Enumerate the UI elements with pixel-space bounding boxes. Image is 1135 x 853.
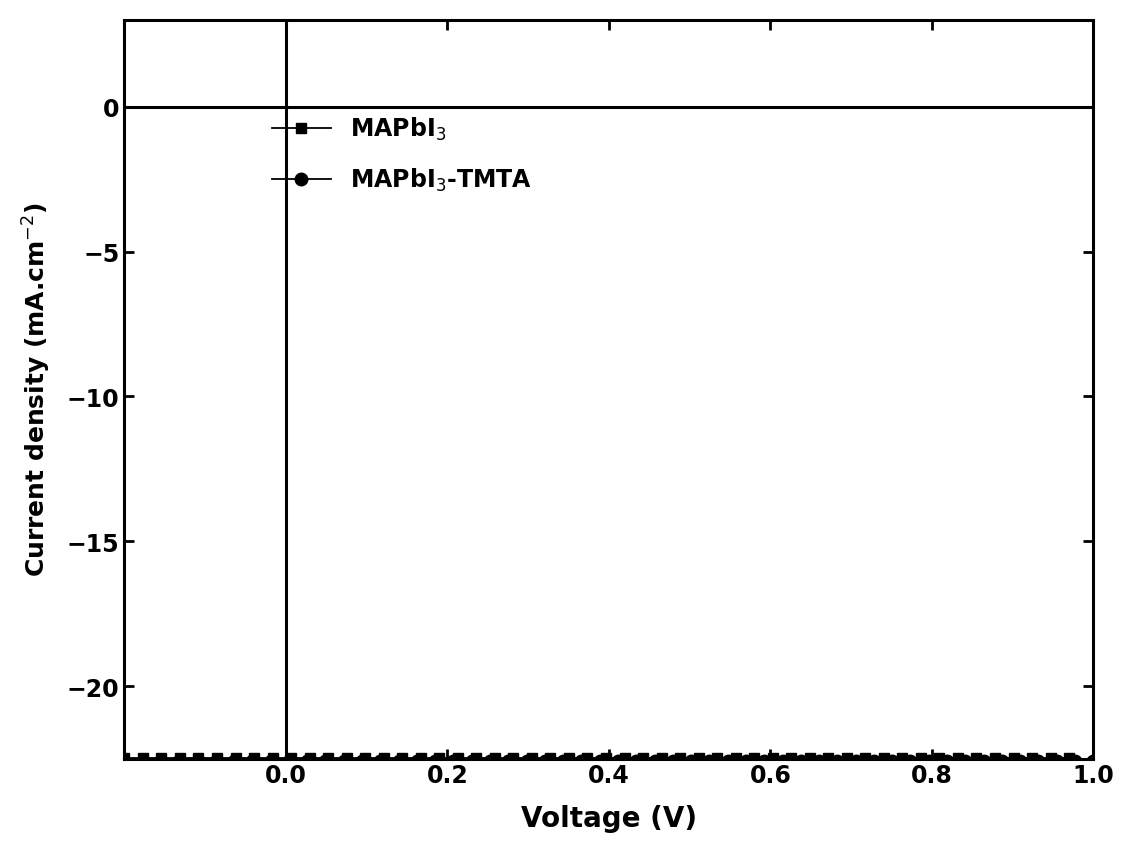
MAPbI$_3$	[451, 753, 464, 763]
MAPbI$_3$-TMTA	[684, 756, 698, 766]
MAPbI$_3$-TMTA	[1086, 756, 1100, 766]
MAPbI$_3$	[729, 753, 742, 763]
X-axis label: Voltage (V): Voltage (V)	[521, 804, 697, 833]
MAPbI$_3$	[989, 753, 1002, 763]
MAPbI$_3$	[118, 753, 132, 763]
MAPbI$_3$-TMTA	[283, 756, 296, 766]
MAPbI$_3$	[692, 753, 706, 763]
Y-axis label: Current density (mA.cm$^{-2}$): Current density (mA.cm$^{-2}$)	[20, 203, 53, 577]
MAPbI$_3$	[1062, 753, 1076, 763]
MAPbI$_3$-TMTA	[648, 756, 662, 766]
Legend: MAPbI$_3$, MAPbI$_3$-TMTA: MAPbI$_3$, MAPbI$_3$-TMTA	[262, 107, 541, 203]
MAPbI$_3$-TMTA	[775, 756, 789, 766]
Line: MAPbI$_3$-TMTA: MAPbI$_3$-TMTA	[118, 755, 1100, 768]
MAPbI$_3$-TMTA	[118, 756, 132, 766]
MAPbI$_3$-TMTA	[703, 756, 716, 766]
MAPbI$_3$	[192, 753, 205, 763]
Line: MAPbI$_3$: MAPbI$_3$	[119, 753, 1074, 763]
MAPbI$_3$	[562, 753, 575, 763]
MAPbI$_3$-TMTA	[484, 756, 497, 766]
